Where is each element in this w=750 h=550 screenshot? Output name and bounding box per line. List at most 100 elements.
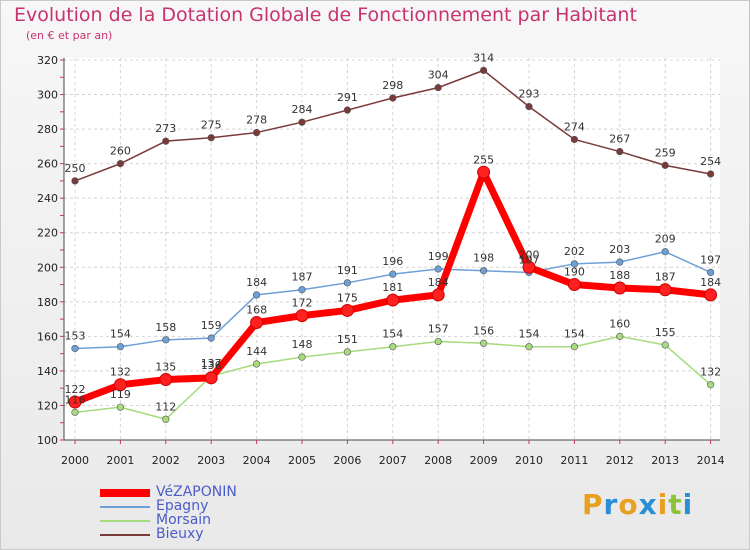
- y-tick-label: 320: [37, 54, 58, 67]
- data-label: 187: [655, 271, 676, 284]
- data-label: 209: [655, 233, 676, 246]
- data-point: [162, 137, 170, 145]
- data-point: [431, 288, 445, 302]
- x-tick-label: 2000: [61, 454, 89, 467]
- logo-letter: i: [657, 488, 669, 521]
- data-point: [661, 248, 669, 256]
- data-point: [706, 381, 715, 389]
- x-tick-label: 2009: [470, 454, 498, 467]
- data-label: 184: [428, 276, 449, 289]
- data-label: 159: [201, 319, 222, 332]
- data-label: 175: [337, 291, 358, 304]
- data-label: 154: [564, 328, 585, 341]
- data-label: 135: [155, 361, 176, 374]
- data-label: 154: [382, 328, 403, 341]
- logo-letter: P: [582, 488, 604, 521]
- data-label: 273: [155, 122, 176, 135]
- data-point: [661, 161, 669, 169]
- data-point: [661, 341, 669, 349]
- logo-letter: r: [603, 488, 619, 521]
- data-point: [570, 260, 579, 268]
- data-label: 199: [428, 250, 449, 263]
- data-point: [207, 334, 215, 342]
- x-tick-label: 2012: [606, 454, 634, 467]
- data-point: [389, 270, 397, 278]
- y-tick-label: 140: [37, 365, 58, 378]
- data-point: [340, 303, 354, 317]
- legend-label: Epagny: [156, 498, 209, 514]
- data-point: [162, 415, 170, 423]
- data-point: [159, 373, 173, 387]
- logo-letter: i: [682, 488, 694, 521]
- data-point: [706, 170, 715, 178]
- x-tick-label: 2006: [333, 454, 361, 467]
- data-point: [207, 134, 215, 142]
- data-point: [434, 84, 442, 92]
- legend-label: Bieuxy: [156, 526, 204, 542]
- data-point: [389, 94, 397, 102]
- data-point: [71, 344, 79, 353]
- x-tick-label: 2003: [197, 454, 225, 467]
- legend-swatch: [100, 520, 150, 522]
- data-point: [343, 279, 352, 287]
- data-point: [570, 343, 579, 351]
- data-label: 293: [519, 88, 540, 101]
- data-point: [386, 293, 400, 307]
- y-tick-label: 300: [37, 89, 58, 102]
- x-tick-label: 2013: [651, 454, 679, 467]
- y-tick-label: 220: [37, 227, 58, 240]
- legend-label: VéZAPONIN: [156, 484, 237, 500]
- data-label: 151: [337, 333, 358, 346]
- data-label: 168: [246, 304, 267, 317]
- data-label: 116: [65, 393, 86, 406]
- data-label: 187: [292, 271, 313, 284]
- data-point: [434, 265, 442, 273]
- data-label: 188: [609, 269, 630, 282]
- data-label: 274: [564, 120, 585, 133]
- logo-letter: x: [638, 488, 658, 521]
- data-label: 196: [382, 255, 403, 268]
- y-tick-label: 280: [37, 123, 58, 136]
- logo-letter: o: [618, 488, 639, 521]
- data-point: [480, 267, 488, 275]
- data-label: 155: [655, 326, 676, 339]
- legend-swatch: [100, 506, 150, 508]
- data-point: [298, 118, 306, 126]
- data-label: 259: [655, 146, 676, 159]
- data-point: [253, 360, 261, 368]
- data-point: [706, 268, 715, 277]
- data-label: 119: [110, 388, 131, 401]
- x-tick-label: 2005: [288, 454, 316, 467]
- data-label: 198: [473, 252, 494, 265]
- legend-swatch: [100, 489, 150, 497]
- data-label: 197: [519, 253, 540, 266]
- data-point: [116, 160, 124, 168]
- data-label: 267: [609, 133, 630, 146]
- data-point: [616, 332, 624, 340]
- data-point: [704, 288, 718, 302]
- x-tick-label: 2001: [106, 454, 134, 467]
- x-tick-label: 2014: [697, 454, 725, 467]
- data-point: [71, 177, 79, 185]
- x-tick-label: 2010: [515, 454, 543, 467]
- data-label: 132: [700, 366, 721, 379]
- data-label: 157: [428, 323, 449, 336]
- data-label: 250: [65, 162, 86, 175]
- data-label: 314: [473, 51, 494, 64]
- data-point: [204, 371, 218, 385]
- data-point: [343, 348, 352, 356]
- data-label: 298: [382, 79, 403, 92]
- x-tick-label: 2011: [560, 454, 588, 467]
- chart-subtitle: (en € et par an): [26, 29, 113, 42]
- data-point: [295, 309, 309, 323]
- data-label: 132: [110, 366, 131, 379]
- data-label: 154: [519, 328, 540, 341]
- y-tick-label: 260: [37, 158, 58, 171]
- data-point: [71, 408, 79, 416]
- chart-title: Evolution de la Dotation Globale de Fonc…: [14, 4, 637, 26]
- data-label: 284: [292, 103, 313, 116]
- data-label: 154: [110, 328, 131, 341]
- data-label: 153: [65, 329, 86, 342]
- data-label: 254: [700, 155, 721, 168]
